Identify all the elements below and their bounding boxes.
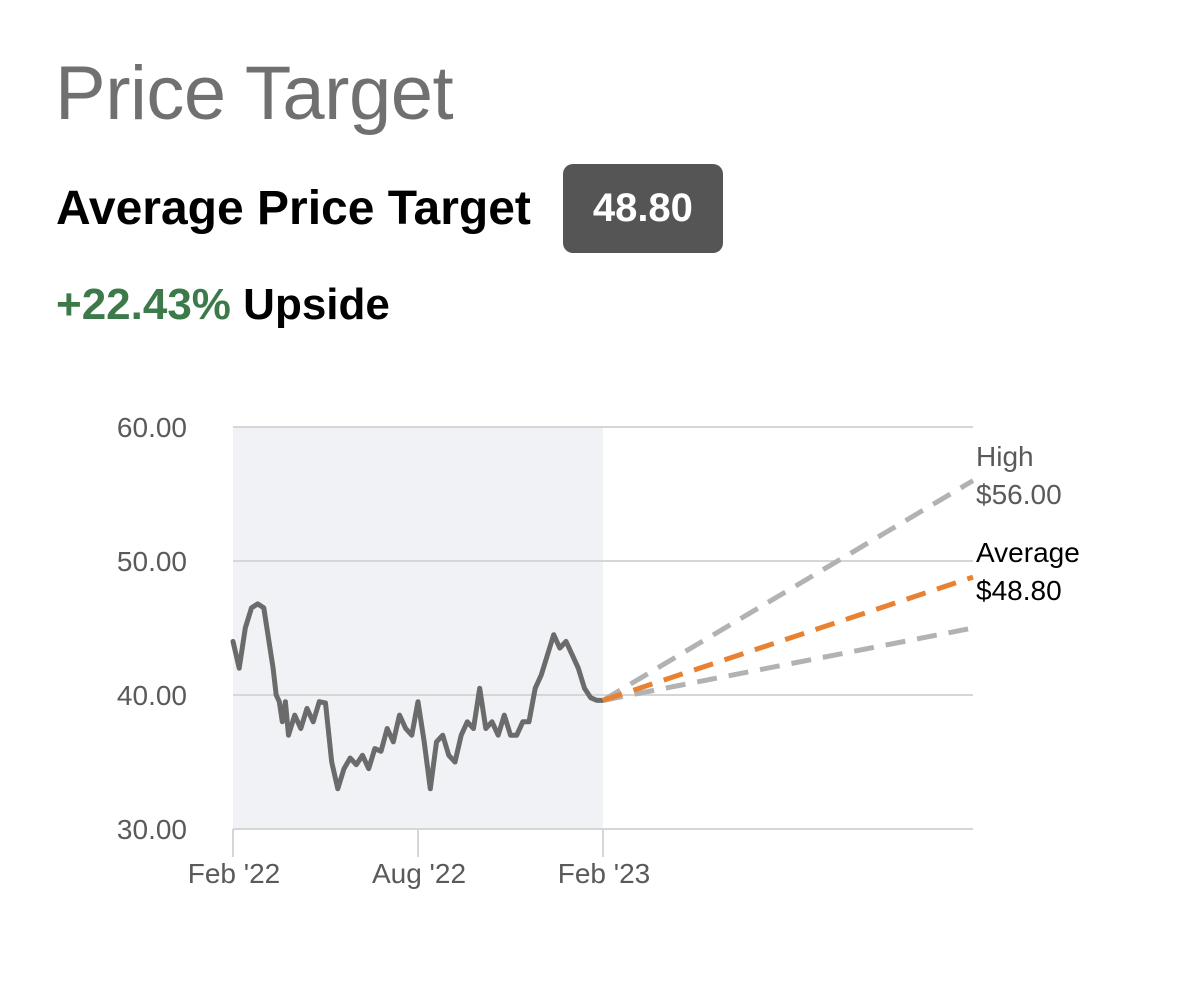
y-tick-label: 40.00 <box>117 680 187 711</box>
average-target-value-chart: $48.80 <box>976 575 1062 606</box>
y-tick-label: 50.00 <box>117 546 187 577</box>
y-tick-label: 30.00 <box>117 814 187 845</box>
history-band <box>233 427 603 829</box>
average-target-label: Average Price Target <box>56 181 531 235</box>
upside-percent: +22.43% <box>56 280 231 329</box>
high-target-value: $56.00 <box>976 479 1062 510</box>
high-target-line <box>601 478 975 703</box>
high-target-label: High <box>976 441 1034 472</box>
average-target-badge: 48.80 <box>562 163 723 253</box>
average-target-row: Average Price Target 48.80 <box>56 163 723 253</box>
price-history-line <box>230 601 606 792</box>
y-tick-label: 60.00 <box>117 412 187 443</box>
page-title: Price Target <box>55 51 454 136</box>
x-tick-label: Aug '22 <box>372 858 466 889</box>
x-tick-label: Feb '23 <box>558 858 651 889</box>
average-target-label-chart: Average <box>976 537 1080 568</box>
upside-row: +22.43% Upside <box>56 280 390 330</box>
x-tick-label: Feb '22 <box>188 858 281 889</box>
average-target-line <box>602 574 974 703</box>
upside-label: Upside <box>243 280 390 329</box>
